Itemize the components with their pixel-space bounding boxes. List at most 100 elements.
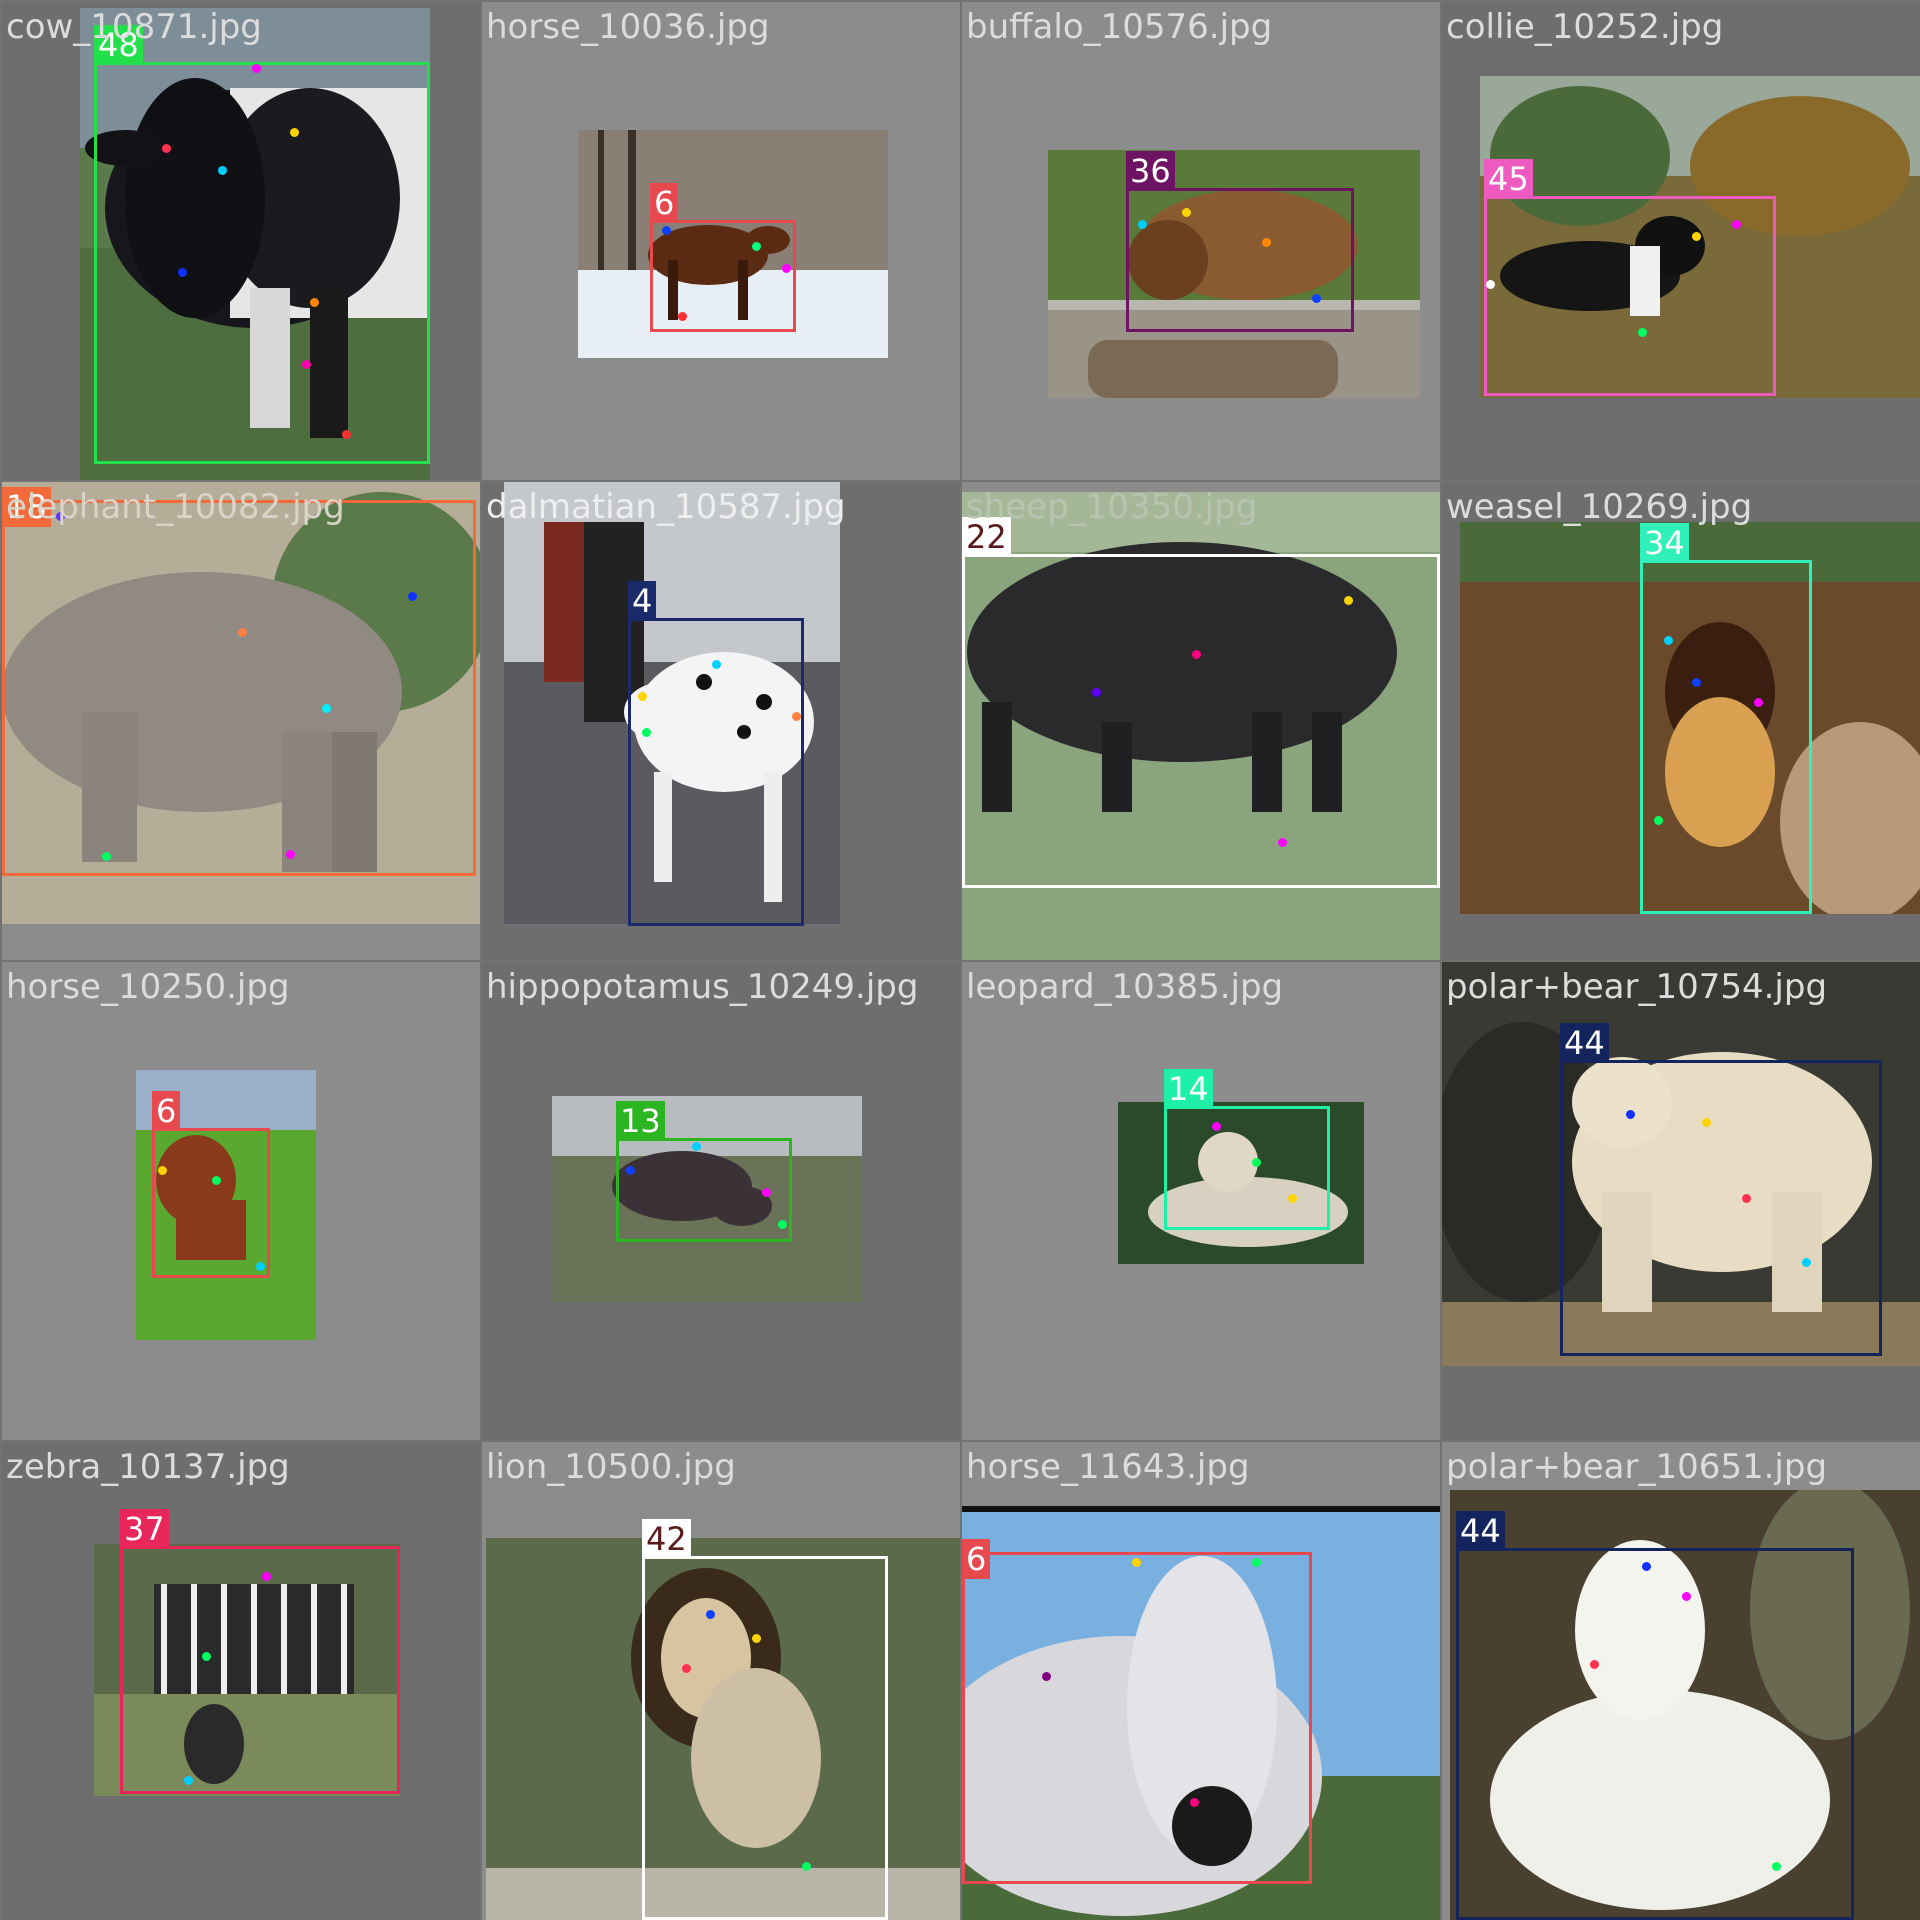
class-id-tag: 22: [962, 517, 1011, 557]
bounding-box: 4: [628, 581, 804, 926]
keypoint: [286, 850, 295, 859]
keypoint: [1692, 232, 1701, 241]
class-id-tag: 36: [1126, 151, 1175, 191]
bounding-box: 44: [1560, 1023, 1882, 1356]
class-id-tag: 6: [962, 1539, 991, 1579]
keypoint: [1192, 650, 1201, 659]
keypoint: [342, 430, 351, 439]
bounding-box: 13: [616, 1101, 792, 1242]
tile-sheep: sheep_10350.jpg 22: [962, 482, 1440, 960]
keypoint: [1042, 1672, 1051, 1681]
keypoint: [1278, 838, 1287, 847]
class-id-tag: 37: [120, 1509, 169, 1549]
bounding-box: 48: [94, 25, 430, 464]
keypoint: [256, 1262, 265, 1271]
keypoint: [1212, 1122, 1221, 1131]
class-id-tag: 48: [94, 25, 143, 65]
photo: [962, 492, 1440, 960]
keypoint: [102, 852, 111, 861]
bounding-box: 6: [650, 183, 796, 332]
bounding-box: 6: [962, 1539, 1312, 1884]
keypoint: [1252, 1158, 1261, 1167]
keypoint: [662, 226, 671, 235]
keypoint: [302, 360, 311, 369]
filename-label: dalmatian_10587.jpg: [486, 487, 846, 527]
tile-polar-bear-standing: polar+bear_10754.jpg 44: [1442, 962, 1920, 1440]
filename-label: cow_10871.jpg: [6, 7, 262, 47]
keypoint: [56, 512, 65, 521]
keypoint: [1654, 816, 1663, 825]
tile-leopard: leopard_10385.jpg 14: [962, 962, 1440, 1440]
keypoint: [1664, 636, 1673, 645]
class-id-tag: 18: [2, 487, 51, 527]
class-id-tag: 6: [650, 183, 679, 223]
tile-lion: lion_10500.jpg 42: [482, 1442, 960, 1920]
keypoint: [218, 166, 227, 175]
bounding-box: 37: [120, 1509, 400, 1794]
bounding-box: 22: [962, 517, 1440, 888]
keypoint: [262, 1572, 271, 1581]
bounding-box: 18: [2, 487, 476, 876]
filename-label: horse_11643.jpg: [966, 1447, 1250, 1487]
class-id-tag: 42: [642, 1519, 691, 1559]
keypoint: [752, 1634, 761, 1643]
keypoint: [792, 712, 801, 721]
photo: [1048, 150, 1420, 398]
photo: [1460, 522, 1920, 914]
keypoint: [1626, 1110, 1635, 1119]
keypoint: [1702, 1118, 1711, 1127]
class-id-tag: 13: [616, 1101, 665, 1141]
photo: [1450, 1490, 1920, 1920]
keypoint: [1138, 220, 1147, 229]
bounding-box: 14: [1164, 1069, 1330, 1230]
keypoint: [1252, 1558, 1261, 1567]
keypoint: [1262, 238, 1271, 247]
keypoint: [252, 64, 261, 73]
bounding-box: 42: [642, 1519, 888, 1920]
tile-hippopotamus: hippopotamus_10249.jpg 13: [482, 962, 960, 1440]
keypoint: [802, 1862, 811, 1871]
keypoint: [1590, 1660, 1599, 1669]
filename-label: elephant_10082.jpg: [6, 487, 345, 527]
keypoint: [202, 1652, 211, 1661]
photo: [136, 1070, 316, 1340]
class-id-tag: 4: [628, 581, 657, 621]
keypoint: [408, 592, 417, 601]
bounding-box: 36: [1126, 151, 1354, 332]
filename-label: buffalo_10576.jpg: [966, 7, 1273, 47]
keypoint: [1732, 220, 1741, 229]
keypoint: [692, 1142, 701, 1151]
bounding-box: 44: [1456, 1511, 1854, 1920]
bounding-box: 6: [152, 1091, 270, 1278]
keypoint: [782, 264, 791, 273]
filename-label: hippopotamus_10249.jpg: [486, 967, 919, 1007]
filename-label: zebra_10137.jpg: [6, 1447, 290, 1487]
keypoint: [310, 298, 319, 307]
keypoint: [1642, 1562, 1651, 1571]
keypoint: [1692, 678, 1701, 687]
keypoint: [1092, 688, 1101, 697]
filename-label: polar+bear_10651.jpg: [1446, 1447, 1828, 1487]
keypoint: [682, 1664, 691, 1673]
keypoint: [178, 268, 187, 277]
tile-dalmatian: dalmatian_10587.jpg 4: [482, 482, 960, 960]
photo: [1480, 76, 1920, 398]
keypoint: [238, 628, 247, 637]
tile-polar-bear-sitting: polar+bear_10651.jpg 44: [1442, 1442, 1920, 1920]
photo: [552, 1096, 862, 1302]
keypoint: [1312, 294, 1321, 303]
filename-label: polar+bear_10754.jpg: [1446, 967, 1828, 1007]
keypoint: [1638, 328, 1647, 337]
photo: [504, 482, 840, 924]
tile-collie: collie_10252.jpg 45: [1442, 2, 1920, 480]
photo: [486, 1538, 960, 1920]
photo: [578, 130, 888, 358]
bounding-box: 34: [1640, 523, 1812, 914]
keypoint: [678, 312, 687, 321]
keypoint: [712, 660, 721, 669]
photo: [94, 1544, 400, 1796]
keypoint: [1288, 1194, 1297, 1203]
tile-elephant: elephant_10082.jpg 18: [2, 482, 480, 960]
tile-horse-head: horse_11643.jpg 6: [962, 1442, 1440, 1920]
tile-horse-snow: horse_10036.jpg 6: [482, 2, 960, 480]
